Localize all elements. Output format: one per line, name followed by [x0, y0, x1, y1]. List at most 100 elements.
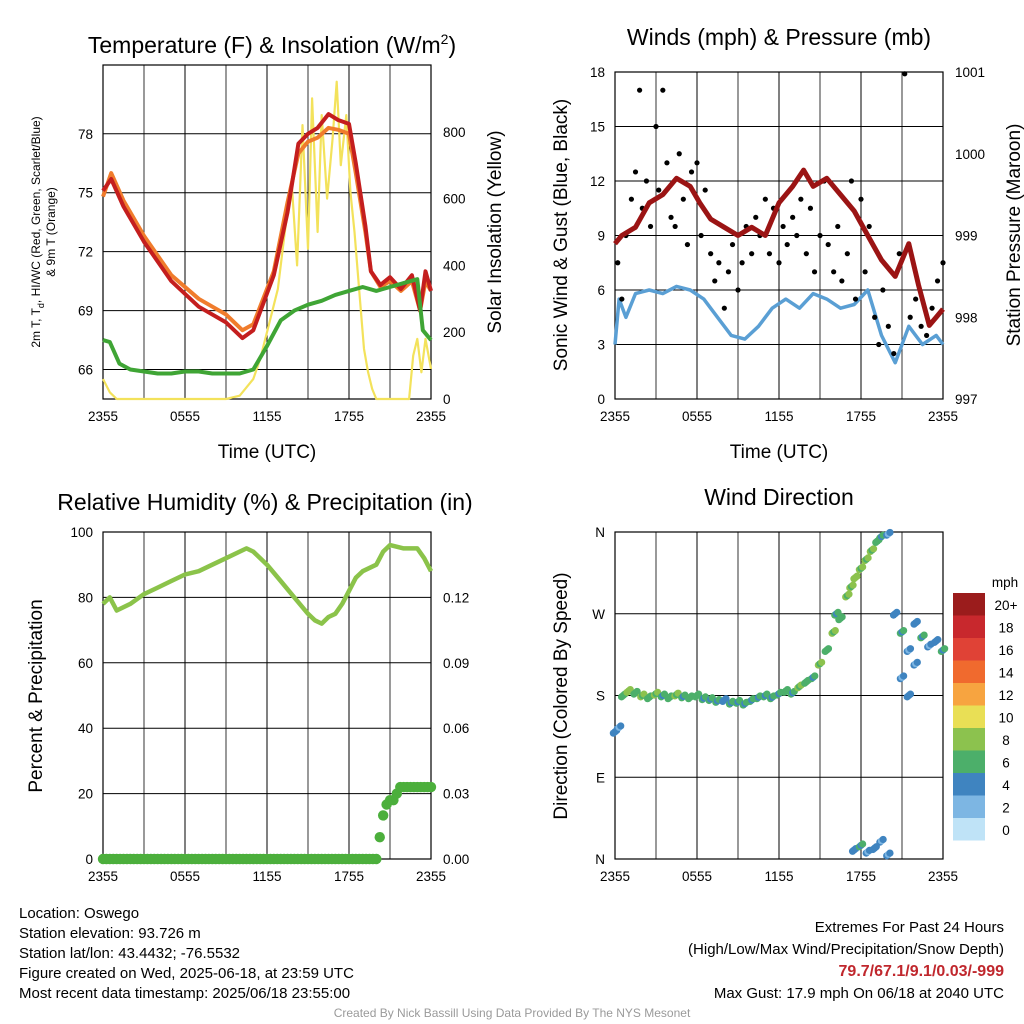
- y-tick-label: 3: [597, 338, 605, 353]
- y-right-tick-label: 0.09: [443, 656, 469, 671]
- gust-point: [676, 151, 682, 157]
- x-tick-label: 0555: [170, 409, 200, 424]
- series-line-solar-insolation: [102, 80, 433, 401]
- legend-label: 18: [998, 621, 1013, 636]
- gust-point: [807, 205, 814, 211]
- legend-label: 6: [1002, 756, 1010, 771]
- direction-point: [900, 626, 908, 635]
- y-tick-label: 18: [590, 65, 605, 80]
- station-info: Location: Oswego Station elevation: 93.7…: [19, 904, 354, 1004]
- y-tick-label: 66: [78, 363, 93, 378]
- gust-point: [934, 278, 941, 284]
- x-tick-label: 1155: [252, 409, 281, 424]
- gust-point: [776, 260, 782, 266]
- x-tick-label: 1155: [764, 409, 793, 424]
- x-tick-label: 2355: [600, 869, 630, 884]
- gust-point: [615, 260, 621, 266]
- gust-point: [712, 278, 718, 284]
- y-right-tick-label: 999: [955, 229, 978, 244]
- y-tick-label: W: [592, 607, 605, 622]
- y-right-tick-label: 1001: [955, 65, 985, 80]
- y-axis-label: 2m T, Td, HI/WC (Red, Green, Scarlet/Blu…: [29, 116, 46, 347]
- gust-point: [735, 287, 741, 293]
- gust-point: [766, 251, 773, 257]
- gust-point: [698, 232, 704, 239]
- gust-point: [866, 223, 872, 230]
- y-tick-label: 75: [78, 186, 93, 201]
- y-right-tick-label: 800: [443, 125, 466, 140]
- gust-point: [647, 223, 654, 230]
- gust-point: [702, 187, 708, 193]
- extremes-subtitle: (High/Low/Max Wind/Precipitation/Snow De…: [688, 941, 1004, 958]
- y-right-tick-label: 400: [443, 258, 466, 273]
- gust-point: [848, 178, 855, 184]
- gust-point: [668, 214, 674, 220]
- gust-point: [913, 296, 919, 302]
- direction-point: [845, 590, 853, 598]
- y-tick-label: 69: [78, 304, 93, 319]
- y-right-tick-label: 998: [955, 310, 978, 325]
- y-tick-label: 80: [78, 590, 93, 605]
- panel-2: 2355 0555 1155 1755 2355 0 3 6 9 12 15 18 997 998 999 1…: [551, 24, 1024, 463]
- location-text: Location: Oswego: [19, 905, 140, 922]
- legend-title: mph: [992, 575, 1018, 590]
- y-tick-label: 15: [590, 120, 605, 135]
- gust-point: [684, 241, 691, 248]
- direction-point: [906, 645, 915, 653]
- legend-swatch: [953, 795, 985, 818]
- gust-point: [907, 314, 913, 320]
- gust-point: [918, 323, 924, 329]
- x-tick-label: 1755: [334, 409, 364, 424]
- direction-point: [859, 563, 867, 571]
- x-tick-label: 1155: [252, 869, 281, 884]
- direction-point: [633, 687, 641, 696]
- gust-point: [739, 260, 745, 266]
- gust-point: [844, 251, 850, 257]
- series-line-pressure: [613, 167, 945, 328]
- gust-point: [825, 241, 831, 248]
- gust-point: [656, 187, 662, 193]
- legend-label: 20+: [995, 598, 1018, 613]
- direction-point: [695, 690, 703, 698]
- gust-point: [721, 305, 727, 311]
- y-tick-label: 0: [597, 392, 605, 407]
- legend-label: 16: [998, 643, 1013, 658]
- y-tick-label: 72: [78, 245, 93, 260]
- y-axis-label: Direction (Colored By Speed): [551, 572, 572, 819]
- y-right-tick-label: 1000: [955, 147, 985, 162]
- direction-point: [864, 554, 872, 562]
- gust-point: [803, 251, 809, 257]
- direction-point: [941, 645, 949, 653]
- chart-title: Temperature (F) & Insolation (W/m2): [88, 31, 456, 58]
- chart-title: Wind Direction: [704, 484, 854, 510]
- y-tick-label: 60: [78, 656, 93, 671]
- direction-point: [831, 626, 839, 635]
- y-axis-label-line2: & 9m T (Orange): [44, 187, 58, 277]
- direction-point: [886, 528, 894, 537]
- legend-swatch: [953, 593, 985, 616]
- gust-point: [858, 196, 864, 202]
- legend-label: 8: [1002, 733, 1010, 748]
- gust-point: [811, 269, 818, 275]
- y-right-tick-label: 200: [443, 325, 466, 340]
- gust-point: [619, 296, 625, 302]
- y-axis-label: Percent & Precipitation: [26, 599, 47, 792]
- direction-point: [879, 835, 887, 844]
- y-tick-label: 100: [70, 525, 93, 540]
- x-tick-label: 2355: [88, 869, 118, 884]
- y-right-tick-label: 0.03: [443, 787, 469, 802]
- created-text: Figure created on Wed, 2025-06-18, at 23…: [19, 965, 354, 982]
- direction-point: [913, 617, 921, 626]
- direction-point: [853, 572, 861, 580]
- direction-point: [617, 722, 625, 730]
- direction-point: [913, 658, 921, 666]
- legend-swatch: [953, 728, 985, 751]
- gust-point: [688, 169, 695, 175]
- precip-point: [371, 853, 382, 865]
- gust-point: [784, 241, 790, 248]
- gust-point: [790, 214, 796, 220]
- gust-point: [637, 87, 643, 93]
- y-tick-label: 40: [78, 721, 93, 736]
- direction-point: [722, 695, 730, 703]
